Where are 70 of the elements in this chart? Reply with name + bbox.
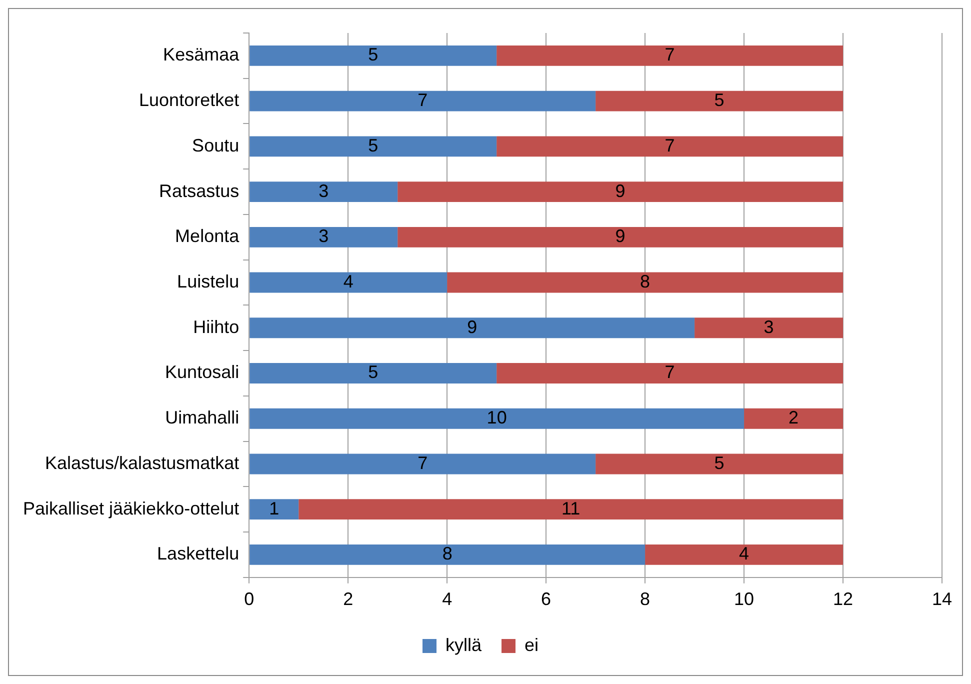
data-label: 2 [788, 408, 799, 428]
bar [250, 499, 299, 520]
data-label: 5 [368, 362, 378, 382]
bar [250, 272, 448, 293]
bar [447, 272, 844, 293]
x-tick-label: 8 [640, 589, 650, 610]
data-label: 5 [714, 90, 724, 110]
bar [250, 226, 398, 248]
data-label: 11 [561, 498, 580, 518]
x-tick-label: 12 [833, 589, 854, 610]
bar [694, 318, 844, 338]
x-tick-label: 14 [932, 589, 952, 610]
data-label: 5 [714, 452, 724, 473]
bar [596, 90, 844, 112]
data-label: 9 [615, 226, 626, 246]
data-label: 7 [664, 135, 675, 156]
y-tick-label: Hiihto [193, 316, 240, 337]
data-label: 3 [318, 180, 329, 201]
data-label: 4 [739, 544, 750, 564]
data-label: 3 [318, 226, 329, 246]
y-tick-label: Kuntosali [165, 362, 240, 382]
y-tick-label: Melonta [175, 226, 240, 246]
bar [250, 454, 596, 474]
y-tick-label: Paikalliset jääkiekko-ottelut [22, 498, 240, 518]
bar [250, 90, 596, 112]
data-label: 8 [442, 544, 452, 564]
bar [250, 544, 646, 565]
bar [250, 408, 744, 429]
bar [596, 454, 844, 474]
y-tick-label: Laskettelu [157, 544, 240, 564]
data-label: 1 [269, 498, 280, 518]
data-label: 7 [664, 362, 675, 382]
bar [250, 45, 497, 66]
legend-label: ei [524, 634, 539, 655]
bar [496, 136, 844, 157]
data-label: 7 [664, 44, 675, 65]
data-label: 5 [368, 135, 378, 156]
bar [398, 226, 844, 248]
y-tick-label: Uimahalli [165, 408, 240, 428]
bar [250, 182, 398, 202]
y-tick-label: Kesämaa [163, 44, 240, 65]
data-label: 8 [640, 271, 650, 292]
data-label: 10 [486, 408, 507, 428]
y-tick-label: Kalastus/kalastusmatkat [45, 452, 240, 473]
x-tick-label: 4 [442, 589, 452, 610]
data-label: 7 [418, 90, 428, 110]
bar [250, 363, 497, 384]
data-label: 7 [418, 452, 428, 473]
bar [298, 499, 844, 520]
bar [496, 45, 844, 66]
bar [250, 136, 497, 157]
x-tick-label: 2 [343, 589, 354, 610]
legend-label: kyllä [445, 634, 482, 655]
data-label: 9 [467, 316, 478, 337]
bar [645, 544, 844, 565]
bar [250, 318, 695, 338]
data-label: 5 [368, 44, 378, 65]
data-label: 3 [764, 316, 774, 337]
data-label: 4 [343, 271, 354, 292]
y-tick-label: Luistelu [177, 271, 240, 292]
y-tick-label: Luontoretket [139, 90, 240, 110]
bar [496, 363, 844, 384]
y-tick-label: Ratsastus [159, 180, 240, 201]
x-tick-label: 10 [734, 589, 754, 610]
bar [744, 408, 844, 429]
y-tick-label: Soutu [192, 135, 240, 156]
x-tick-label: 0 [244, 589, 254, 610]
bar [398, 182, 844, 202]
x-tick-label: 6 [541, 589, 552, 610]
data-label: 9 [615, 180, 626, 201]
